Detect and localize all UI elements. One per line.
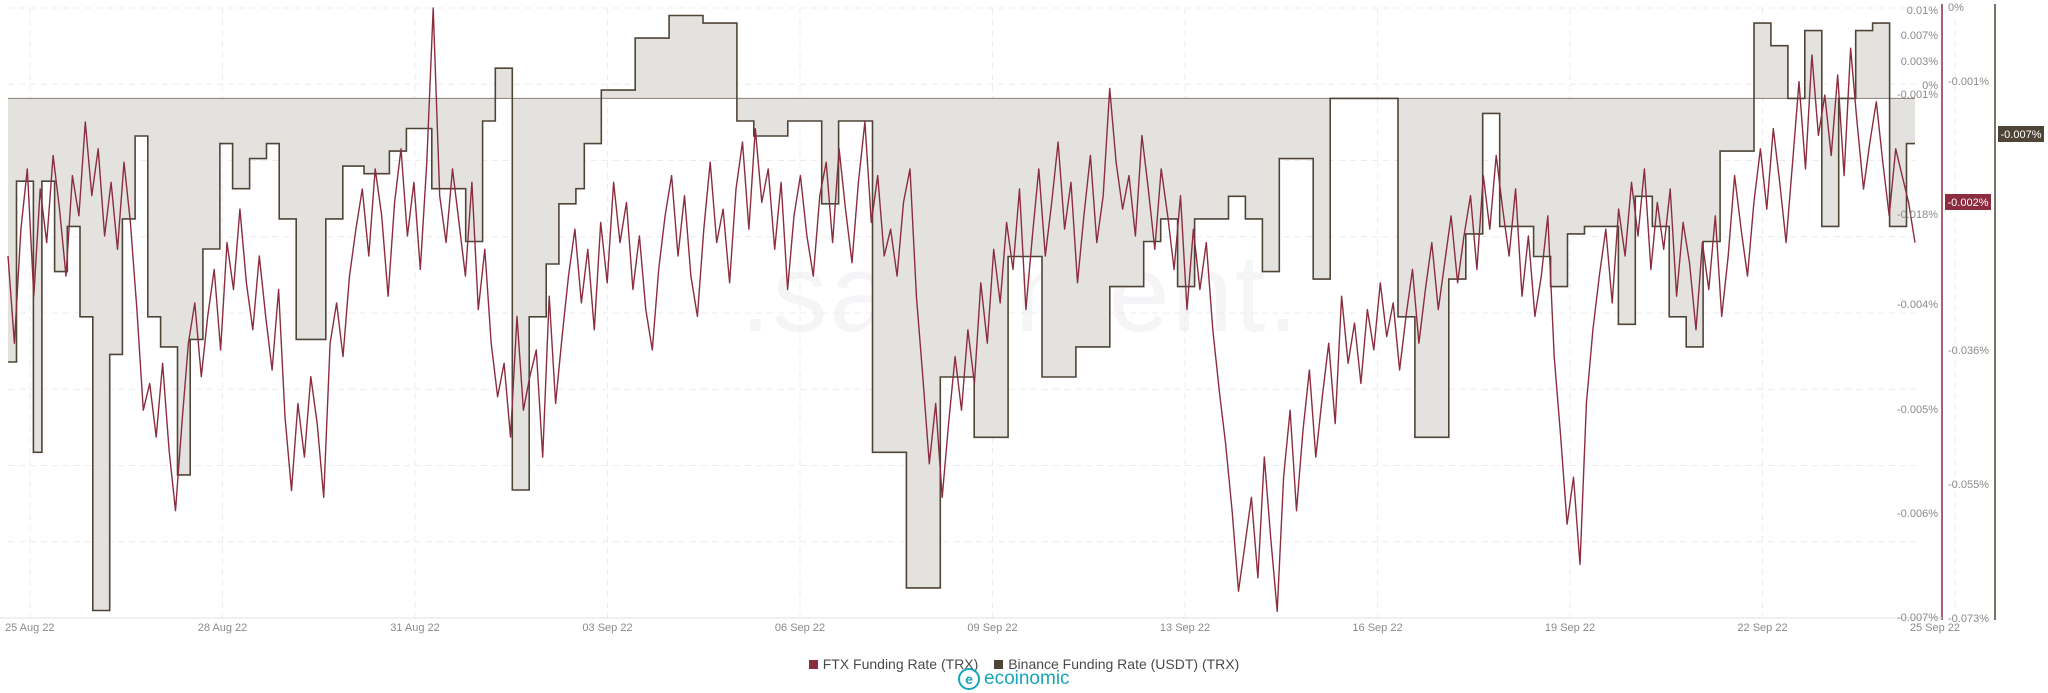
y-tick-label-ftx: 0.007% (1901, 30, 1939, 42)
binance-area-fill (8, 15, 1915, 611)
y-axis-ftx-ticks: 0.01% 0.007% 0.003% 0%-0.001% -0.018% -0.004%… (1897, 5, 1938, 624)
y-tick-label-ftx: 0.003% (1901, 56, 1939, 68)
legend-label-binance: Binance Funding Rate (USDT) (TRX) (1008, 656, 1240, 672)
y-tick-label-ftx: 0.01% (1907, 5, 1938, 17)
legend-item-binance[interactable]: Binance Funding Rate (USDT) (TRX) (994, 656, 1239, 672)
x-tick-label: 31 Aug 22 (390, 622, 440, 634)
legend-swatch-binance (994, 660, 1004, 669)
legend: FTX Funding Rate (TRX) Binance Funding R… (0, 656, 2048, 672)
legend-item-ftx[interactable]: FTX Funding Rate (TRX) (808, 656, 979, 672)
x-tick-label: 19 Sep 22 (1545, 622, 1595, 634)
brand-mark-icon: e (958, 668, 980, 690)
x-tick-label: 22 Sep 22 (1737, 622, 1787, 634)
y-axis-binance-ticks: 0% -0.001% -0.036% -0.055% -0.073% (1948, 2, 1989, 625)
binance-step-line (8, 14, 1915, 612)
y-tick-label-binance: 0% (1948, 2, 1964, 14)
binance-series-area (8, 15, 1915, 611)
legend-swatch-ftx (808, 660, 818, 669)
y-tick-label-ftx: -0.007% (1897, 612, 1938, 624)
ftx-line-path (7, 7, 1916, 612)
y-tick-label-binance: -0.055% (1948, 479, 1989, 491)
x-tick-label: 13 Sep 22 (1160, 622, 1210, 634)
binance-series-line (8, 14, 1915, 612)
x-tick-label: 09 Sep 22 (967, 622, 1017, 634)
x-tick-label: 06 Sep 22 (775, 622, 825, 634)
legend-label-ftx: FTX Funding Rate (TRX) (822, 656, 979, 672)
x-tick-label: 03 Sep 22 (582, 622, 632, 634)
y-tick-label-ftx: -0.004% (1897, 299, 1938, 311)
y-tick-label-binance: -0.001% (1948, 76, 1989, 88)
ftx-value-badge (1945, 194, 1991, 210)
x-tick-label: 25 Aug 22 (5, 622, 55, 634)
binance-value-badge (1998, 126, 2044, 142)
y-tick-label-binance: -0.036% (1948, 345, 1989, 357)
y-tick-label-ftx: -0.018% (1897, 209, 1938, 221)
y-tick-label-ftx: 0% (1922, 80, 1938, 92)
axes (0, 4, 1996, 620)
y-tick-label-ftx: -0.006% (1897, 508, 1938, 520)
ftx-value-label: -0.002% (1948, 197, 1989, 209)
x-tick-label: 25 Sep 22 (1910, 622, 1960, 634)
x-axis-ticks: 25 Aug 22 28 Aug 22 31 Aug 22 03 Sep 22 06 S… (5, 622, 1960, 634)
current-value-badges: -0.007% -0.002% (1945, 126, 2044, 210)
brand-name: ecoinomic (984, 668, 1070, 689)
binance-value-label: -0.007% (2001, 129, 2042, 141)
x-tick-label: 28 Aug 22 (198, 622, 248, 634)
x-tick-label: 16 Sep 22 (1352, 622, 1402, 634)
ftx-series-line (7, 7, 1916, 612)
brand-logo: e ecoinomic (958, 666, 1070, 692)
y-tick-label-ftx: -0.001% (1897, 89, 1938, 101)
y-tick-label-ftx: -0.005% (1897, 404, 1938, 416)
y-tick-label-binance: -0.073% (1948, 613, 1989, 625)
